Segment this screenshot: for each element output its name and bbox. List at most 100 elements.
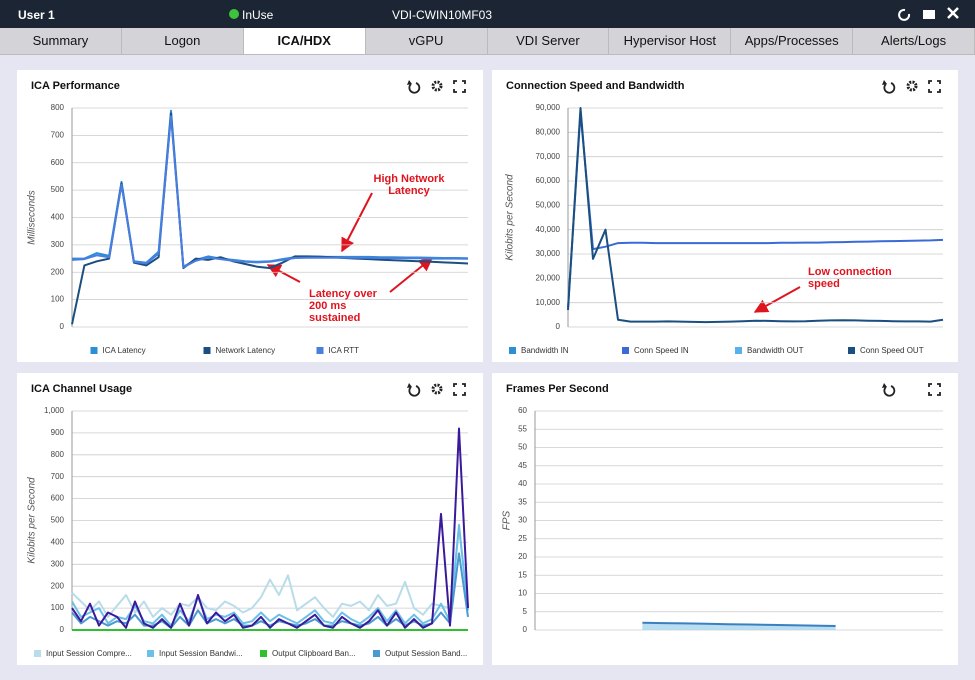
panel-icons[interactable] bbox=[407, 383, 466, 397]
icon bbox=[407, 383, 412, 388]
panel: Connection Speed and Bandwidth Kilobits p… bbox=[492, 70, 958, 362]
tab[interactable]: Logon bbox=[122, 28, 244, 54]
chart-title: ICA Performance bbox=[31, 80, 120, 92]
icon bbox=[882, 383, 887, 388]
legend-label: ICA Latency bbox=[103, 346, 146, 355]
y-tick-label: 25 bbox=[518, 534, 527, 543]
legend-swatch bbox=[735, 347, 742, 354]
y-tick-label: 200 bbox=[51, 267, 65, 276]
icon bbox=[928, 80, 941, 93]
y-tick-label: 40,000 bbox=[536, 225, 561, 234]
y-tick-label: 1,000 bbox=[44, 406, 65, 415]
area bbox=[642, 622, 836, 630]
y-axis-label: Milliseconds bbox=[27, 190, 38, 244]
legend-label: Output Clipboard Ban... bbox=[272, 649, 356, 658]
legend-swatch bbox=[260, 650, 267, 657]
y-tick-label: 10,000 bbox=[536, 298, 561, 307]
legend-swatch bbox=[316, 347, 324, 354]
legend-label: Input Session Bandwi... bbox=[159, 649, 243, 658]
y-tick-label: 300 bbox=[51, 559, 65, 568]
line bbox=[567, 107, 944, 324]
y-tick-label: 35 bbox=[518, 497, 527, 506]
tab-bar: Summary Logon ICA/HDX vGPU VDI Server Hypervi… bbox=[0, 28, 975, 55]
y-tick-label: 55 bbox=[518, 424, 527, 433]
y-tick-label: 20 bbox=[518, 552, 527, 561]
window-icons[interactable] bbox=[896, 6, 966, 22]
line bbox=[71, 427, 469, 629]
tab[interactable]: ICA/HDX bbox=[243, 28, 366, 54]
legend-swatch bbox=[90, 347, 98, 354]
tab[interactable]: vGPU bbox=[366, 28, 488, 54]
y-tick-label: 40 bbox=[518, 479, 527, 488]
y-tick-label: 5 bbox=[523, 607, 528, 616]
line bbox=[642, 621, 836, 627]
y-tick-label: 100 bbox=[51, 295, 65, 304]
tab[interactable]: Alerts/Logs bbox=[853, 28, 975, 54]
y-tick-label: 50 bbox=[518, 443, 527, 452]
y-tick-label: 15 bbox=[518, 570, 527, 579]
panel: Frames Per Second FPS 0 5 10 15 20 25 30 35 40 45 50… bbox=[492, 373, 958, 665]
legend-swatch bbox=[34, 650, 41, 657]
legend-swatch bbox=[373, 650, 380, 657]
legend-swatch bbox=[848, 347, 855, 354]
chart: Connection Speed and Bandwidth Kilobits p… bbox=[505, 80, 944, 355]
chart-title: ICA Channel Usage bbox=[31, 383, 132, 395]
y-tick-label: 90,000 bbox=[536, 103, 561, 112]
y-tick-label: 300 bbox=[51, 240, 65, 249]
panel-icons[interactable] bbox=[882, 80, 941, 94]
y-tick-label: 0 bbox=[523, 625, 528, 634]
y-tick-label: 400 bbox=[51, 538, 65, 547]
chart-title: Frames Per Second bbox=[506, 383, 609, 395]
y-tick-label: 80,000 bbox=[536, 127, 561, 136]
y-tick-label: 70,000 bbox=[536, 152, 561, 161]
machine: VDI-CWIN10MF03 bbox=[392, 8, 493, 22]
chart: Frames Per Second FPS 0 5 10 15 20 25 30 35 40 45 50… bbox=[502, 383, 943, 634]
icon bbox=[883, 385, 896, 397]
y-tick-label: 200 bbox=[51, 581, 65, 590]
legend-label: Bandwidth OUT bbox=[747, 346, 804, 355]
chart-title: Connection Speed and Bandwidth bbox=[506, 80, 685, 92]
y-axis-label: Kilobits per Second bbox=[505, 174, 516, 261]
y-tick-label: 50,000 bbox=[536, 200, 561, 209]
icon bbox=[408, 385, 421, 397]
tab[interactable]: Hypervisor Host bbox=[609, 28, 732, 54]
icon bbox=[453, 80, 466, 93]
y-tick-label: 45 bbox=[518, 461, 527, 470]
legend-label: Output Session Band... bbox=[385, 649, 467, 658]
annotation: Latency over 200 ms sustained bbox=[309, 288, 377, 324]
tab[interactable]: Summary bbox=[0, 28, 122, 54]
icon bbox=[453, 383, 466, 396]
annotation: Low connection speed bbox=[808, 266, 892, 290]
y-tick-label: 30 bbox=[518, 516, 527, 525]
y-tick-label: 0 bbox=[556, 322, 561, 331]
icon bbox=[882, 80, 887, 85]
panel-icons[interactable] bbox=[882, 383, 941, 397]
line bbox=[567, 111, 944, 308]
status-dot bbox=[229, 9, 239, 19]
legend-swatch bbox=[147, 650, 154, 657]
icon bbox=[407, 80, 412, 85]
chart: ICA Channel Usage Kilobits per Second 0 100… bbox=[27, 383, 469, 658]
arrow bbox=[341, 192, 373, 253]
y-tick-label: 500 bbox=[51, 516, 65, 525]
y-tick-label: 60,000 bbox=[536, 176, 561, 185]
tab[interactable]: Apps/Processes bbox=[731, 28, 854, 54]
icon bbox=[906, 80, 918, 92]
y-tick-label: 700 bbox=[51, 472, 65, 481]
legend-label: Network Latency bbox=[216, 346, 276, 355]
icon bbox=[431, 80, 443, 92]
legend-label: Bandwidth IN bbox=[521, 346, 569, 355]
y-axis-label: FPS bbox=[502, 510, 513, 530]
chart: ICA Performance Milliseconds 0 100 200 300 400… bbox=[27, 80, 469, 355]
panel: ICA Performance Milliseconds 0 100 200 300 400… bbox=[17, 70, 483, 362]
tab[interactable]: VDI Server bbox=[488, 28, 610, 54]
status: InUse bbox=[242, 8, 274, 22]
panel-icons[interactable] bbox=[407, 80, 466, 94]
line bbox=[71, 112, 469, 325]
y-tick-label: 20,000 bbox=[536, 273, 561, 282]
y-tick-label: 10 bbox=[518, 589, 527, 598]
y-tick-label: 60 bbox=[518, 406, 527, 415]
legend-label: Input Session Compre... bbox=[46, 649, 132, 658]
y-tick-label: 500 bbox=[51, 185, 65, 194]
arrow bbox=[266, 264, 301, 283]
